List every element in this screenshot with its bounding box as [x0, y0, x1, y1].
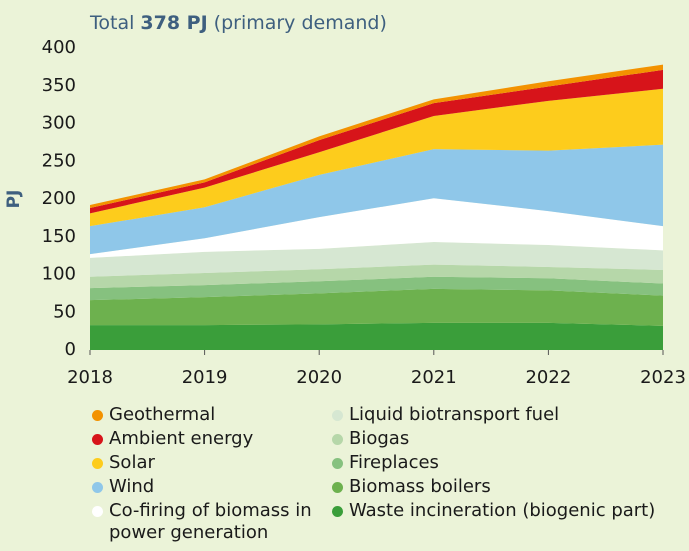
y-axis-label: PJ	[4, 190, 24, 209]
x-tick-label: 2022	[525, 367, 571, 388]
y-tick-label: 350	[42, 75, 76, 96]
area	[90, 69, 663, 214]
legend-label: Waste incineration (biogenic part)	[349, 500, 656, 521]
y-tick-label: 300	[42, 113, 76, 134]
legend-swatch	[92, 458, 103, 469]
area	[90, 88, 663, 227]
legend-label: Geothermal	[109, 404, 216, 425]
legend-swatch	[332, 482, 343, 493]
legend-label: Ambient energy	[109, 428, 254, 449]
area	[90, 242, 663, 277]
legend-label: Co-firing of biomass in power generation	[109, 500, 312, 543]
legend-swatch	[332, 458, 343, 469]
title-suffix: (primary demand)	[213, 12, 387, 34]
chart-title: Total 378 PJ (primary demand)	[90, 12, 393, 34]
legend-item: Biogas	[330, 428, 689, 450]
legend-item: Geothermal	[90, 404, 330, 426]
x-tick-label: 2018	[67, 367, 113, 388]
legend-label: Fireplaces	[349, 452, 439, 473]
y-tick-label: 200	[42, 188, 76, 209]
area	[90, 322, 663, 350]
area	[90, 276, 663, 301]
legend-swatch	[92, 434, 103, 445]
legend-item: Waste incineration (biogenic part)	[330, 500, 689, 544]
area	[90, 264, 663, 289]
legend-item: Biomass boilers	[330, 476, 689, 498]
legend-label: Wind	[109, 476, 155, 497]
legend-swatch	[332, 434, 343, 445]
x-tick-label: 2020	[296, 367, 342, 388]
x-tick-label: 2019	[182, 367, 228, 388]
x-tick-label: 2021	[411, 367, 457, 388]
legend-label: Biogas	[349, 428, 410, 449]
legend-label: Liquid biotransport fuel	[349, 404, 560, 425]
y-tick-label: 0	[65, 339, 76, 360]
area	[90, 288, 663, 326]
legend-item: Liquid biotransport fuel	[330, 404, 689, 426]
title-bold: 378 PJ	[140, 12, 208, 34]
y-tick-label: 400	[42, 37, 76, 58]
legend-swatch	[92, 506, 103, 517]
legend-label: Solar	[109, 452, 155, 473]
legend-item: Wind	[90, 476, 330, 498]
area	[90, 64, 663, 209]
legend-swatch	[332, 506, 343, 517]
y-tick-label: 150	[42, 226, 76, 247]
title-prefix: Total	[90, 12, 135, 34]
area	[90, 144, 663, 255]
x-tick-label: 2023	[640, 367, 686, 388]
legend-item: Ambient energy	[90, 428, 330, 450]
legend-label: Biomass boilers	[349, 476, 491, 497]
y-tick-label: 100	[42, 264, 76, 285]
legend-swatch	[92, 482, 103, 493]
legend-item: Solar	[90, 452, 330, 474]
legend-swatch	[332, 410, 343, 421]
area	[90, 198, 663, 258]
y-tick-label: 50	[53, 301, 76, 322]
legend-item: Fireplaces	[330, 452, 689, 474]
legend-swatch	[92, 410, 103, 421]
y-tick-label: 250	[42, 150, 76, 171]
legend-item: Co-firing of biomass in power generation	[90, 500, 330, 544]
legend: Geothermal Liquid biotransport fuel Ambien…	[90, 404, 689, 544]
